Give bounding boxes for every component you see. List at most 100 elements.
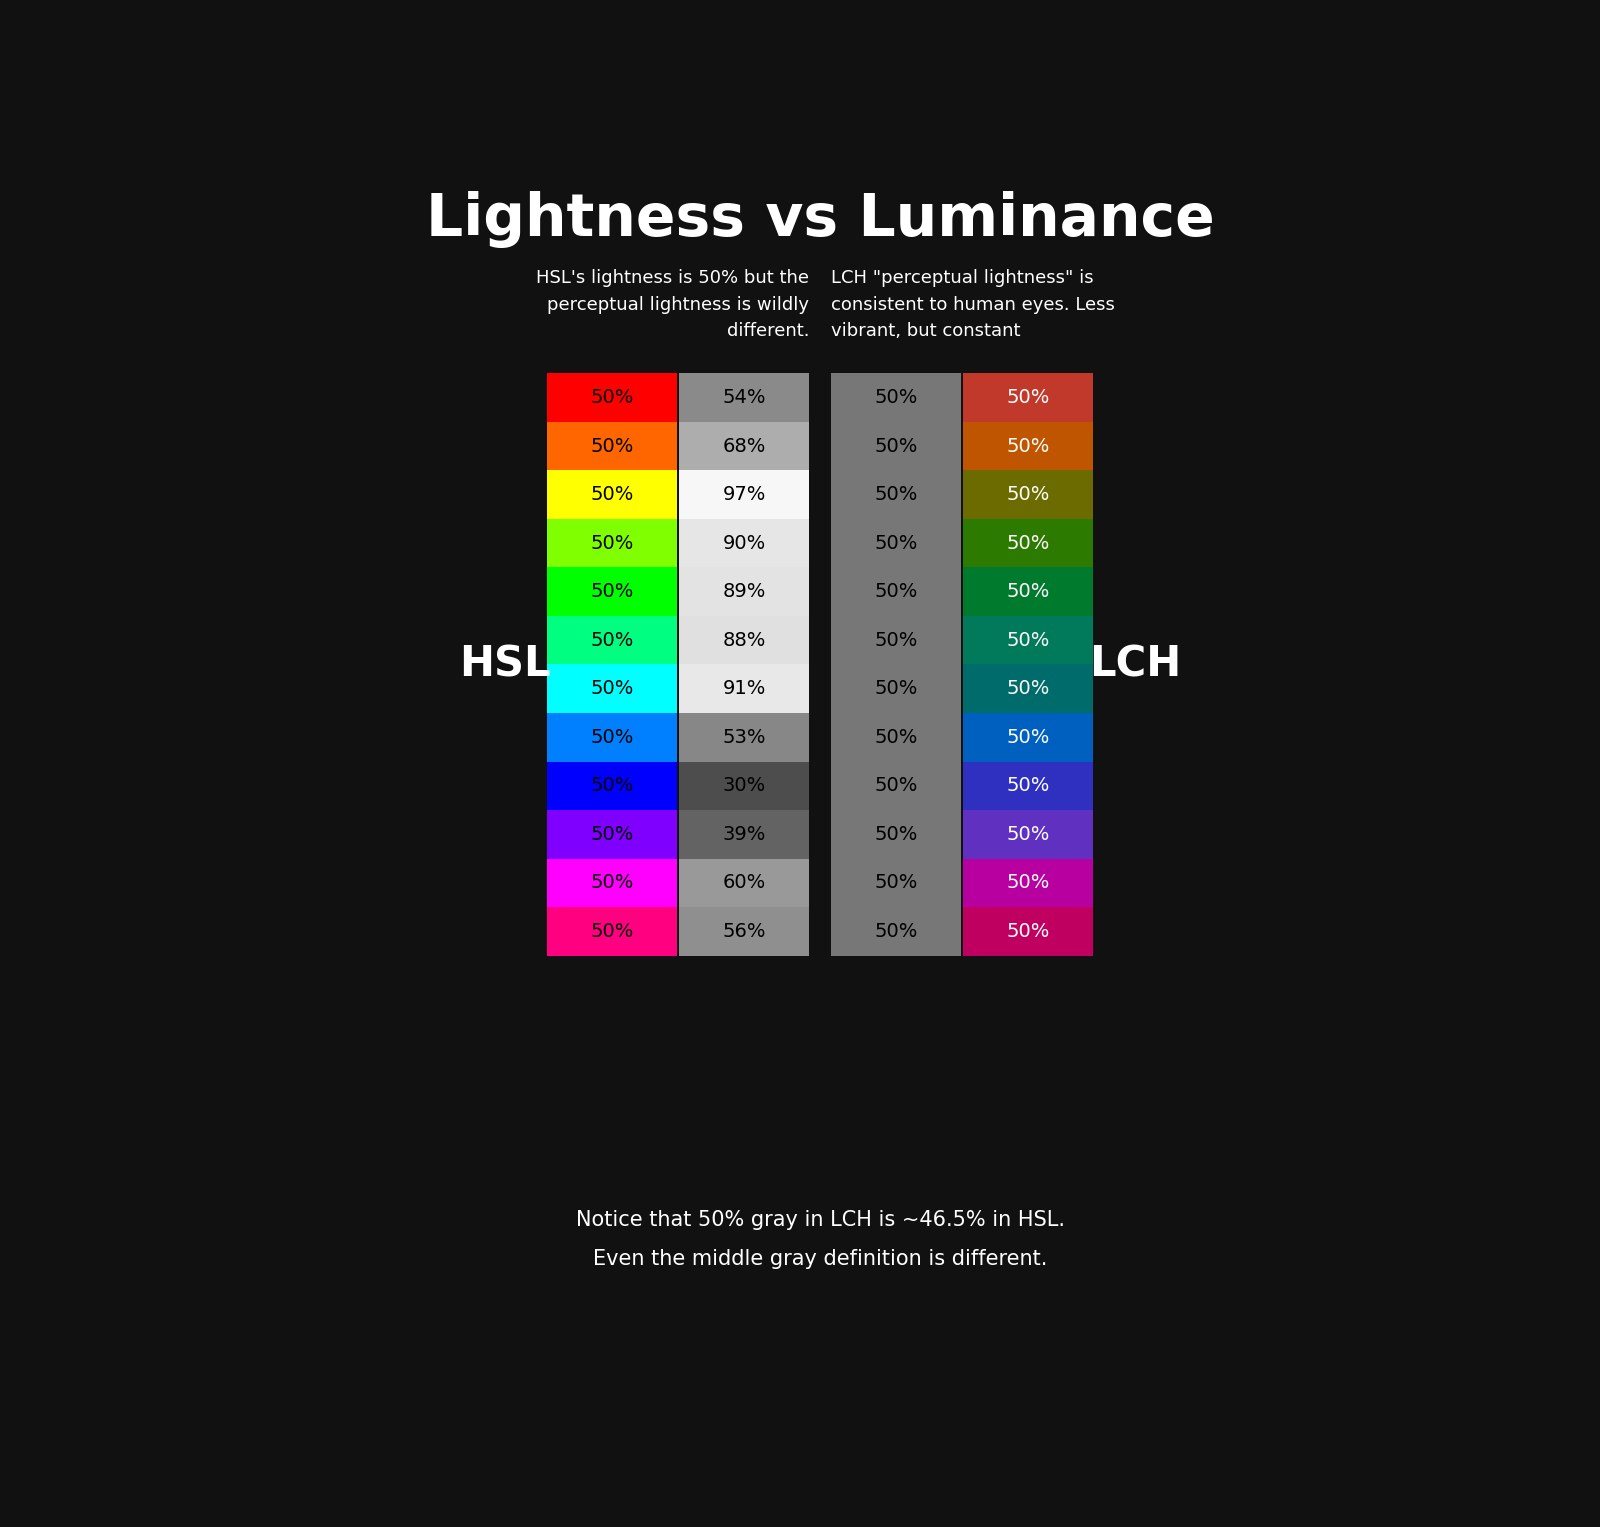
Text: HSL's lightness is 50% but the
perceptual lightness is wildly
different.: HSL's lightness is 50% but the perceptua… xyxy=(536,269,810,341)
Text: 50%: 50% xyxy=(1006,776,1050,796)
Text: 50%: 50% xyxy=(874,534,918,553)
Text: 50%: 50% xyxy=(590,873,634,892)
Text: 50%: 50% xyxy=(590,388,634,408)
Bar xyxy=(963,713,1093,762)
Bar xyxy=(547,762,677,809)
Bar xyxy=(830,713,962,762)
Text: 50%: 50% xyxy=(590,825,634,844)
Bar xyxy=(678,470,810,519)
Text: 50%: 50% xyxy=(1006,728,1050,747)
Text: 97%: 97% xyxy=(722,486,766,504)
Text: 50%: 50% xyxy=(874,486,918,504)
Bar xyxy=(547,421,677,470)
Text: 89%: 89% xyxy=(722,582,766,602)
Text: 50%: 50% xyxy=(874,582,918,602)
Bar xyxy=(547,907,677,956)
Text: 50%: 50% xyxy=(1006,582,1050,602)
Bar xyxy=(963,907,1093,956)
Text: HSL: HSL xyxy=(459,643,550,686)
Bar xyxy=(547,664,677,713)
Bar xyxy=(547,470,677,519)
Bar xyxy=(963,809,1093,858)
Text: 50%: 50% xyxy=(1006,388,1050,408)
Text: 50%: 50% xyxy=(590,922,634,941)
Text: 50%: 50% xyxy=(1006,680,1050,698)
Text: 60%: 60% xyxy=(723,873,766,892)
Text: 90%: 90% xyxy=(723,534,766,553)
Text: LCH: LCH xyxy=(1090,643,1181,686)
Text: 50%: 50% xyxy=(1006,873,1050,892)
Text: 50%: 50% xyxy=(590,728,634,747)
Text: 50%: 50% xyxy=(874,437,918,455)
Bar xyxy=(678,664,810,713)
Text: 50%: 50% xyxy=(590,486,634,504)
Bar xyxy=(678,713,810,762)
Bar xyxy=(830,374,962,421)
Text: Lightness vs Luminance: Lightness vs Luminance xyxy=(426,191,1214,247)
Text: 50%: 50% xyxy=(590,776,634,796)
Bar xyxy=(830,421,962,470)
Bar xyxy=(963,615,1093,664)
Bar xyxy=(830,858,962,907)
Text: 91%: 91% xyxy=(722,680,766,698)
Text: 50%: 50% xyxy=(1006,631,1050,649)
Bar xyxy=(547,615,677,664)
Bar xyxy=(963,762,1093,809)
Bar xyxy=(678,858,810,907)
Text: 50%: 50% xyxy=(590,680,634,698)
Bar xyxy=(830,519,962,568)
Bar xyxy=(830,809,962,858)
Bar xyxy=(547,568,677,615)
Bar xyxy=(963,568,1093,615)
Text: 50%: 50% xyxy=(874,631,918,649)
Bar xyxy=(830,664,962,713)
Text: Even the middle gray definition is different.: Even the middle gray definition is diffe… xyxy=(594,1249,1046,1269)
Bar xyxy=(678,762,810,809)
Text: 50%: 50% xyxy=(590,631,634,649)
Text: 30%: 30% xyxy=(723,776,766,796)
Text: 50%: 50% xyxy=(1006,922,1050,941)
Text: 54%: 54% xyxy=(722,388,766,408)
Text: 53%: 53% xyxy=(722,728,766,747)
Text: 56%: 56% xyxy=(722,922,766,941)
Text: 50%: 50% xyxy=(590,534,634,553)
Bar xyxy=(963,374,1093,421)
Text: 50%: 50% xyxy=(874,825,918,844)
Bar xyxy=(830,615,962,664)
Bar xyxy=(678,907,810,956)
Text: 50%: 50% xyxy=(874,922,918,941)
Text: LCH "perceptual lightness" is
consistent to human eyes. Less
vibrant, but consta: LCH "perceptual lightness" is consistent… xyxy=(830,269,1115,341)
Text: 50%: 50% xyxy=(874,873,918,892)
Bar xyxy=(547,858,677,907)
Bar xyxy=(830,568,962,615)
Text: 50%: 50% xyxy=(874,388,918,408)
Bar xyxy=(678,615,810,664)
Text: 50%: 50% xyxy=(1006,486,1050,504)
Text: 39%: 39% xyxy=(722,825,766,844)
Bar xyxy=(678,374,810,421)
Bar xyxy=(830,470,962,519)
Bar xyxy=(830,762,962,809)
Text: 50%: 50% xyxy=(590,582,634,602)
Text: 50%: 50% xyxy=(874,776,918,796)
Text: 88%: 88% xyxy=(722,631,766,649)
Text: 50%: 50% xyxy=(874,728,918,747)
Bar xyxy=(547,374,677,421)
Bar xyxy=(678,568,810,615)
Bar xyxy=(963,858,1093,907)
Bar xyxy=(547,519,677,568)
Text: 50%: 50% xyxy=(590,437,634,455)
Bar xyxy=(678,519,810,568)
Bar xyxy=(963,519,1093,568)
Bar xyxy=(830,907,962,956)
Bar xyxy=(547,713,677,762)
Bar xyxy=(547,809,677,858)
Bar xyxy=(963,421,1093,470)
Bar xyxy=(678,809,810,858)
Text: 50%: 50% xyxy=(874,680,918,698)
Bar xyxy=(678,421,810,470)
Text: Notice that 50% gray in LCH is ~46.5% in HSL.: Notice that 50% gray in LCH is ~46.5% in… xyxy=(576,1211,1064,1231)
Text: 50%: 50% xyxy=(1006,437,1050,455)
Text: 50%: 50% xyxy=(1006,534,1050,553)
Text: 50%: 50% xyxy=(1006,825,1050,844)
